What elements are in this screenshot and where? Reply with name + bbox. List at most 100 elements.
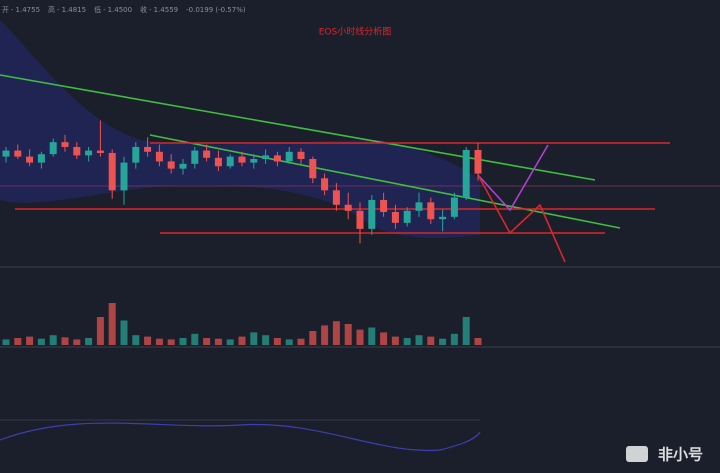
candle-body [344, 204, 352, 211]
volume-bar [368, 327, 376, 345]
header-change: -0.0199 (-0.57%) [186, 6, 246, 14]
candle-body [191, 150, 199, 164]
watermark: 非小号 [658, 446, 703, 464]
candle-body [73, 146, 81, 156]
volume-bar [403, 338, 411, 345]
candle-body [26, 156, 34, 163]
candle-body [250, 159, 258, 163]
candle-body [49, 142, 57, 155]
candle-body [427, 202, 435, 220]
plot [2, 120, 482, 345]
volume-bar [356, 329, 364, 345]
volume-bar [427, 336, 435, 345]
header-sep: - [103, 6, 106, 14]
header-value: 1.4815 [62, 6, 87, 14]
volume-bar [262, 335, 270, 345]
volume-bar [132, 335, 140, 345]
candle-body [2, 150, 10, 157]
volume-bar [155, 338, 163, 345]
header-value: 1.4755 [16, 6, 41, 14]
volume-bar [96, 317, 104, 345]
volume-bar [26, 336, 34, 345]
volume-bar [73, 339, 81, 345]
volume-bar [120, 320, 128, 345]
volume-bar [226, 339, 234, 345]
volume-bar [250, 332, 258, 345]
candle-body [273, 155, 281, 162]
candle-body [226, 156, 234, 167]
volume-bar [285, 339, 293, 345]
candle-body [96, 150, 104, 153]
volume-bar [344, 324, 352, 345]
candle-body [391, 212, 399, 223]
candle-body [415, 202, 423, 211]
candle-body [439, 216, 447, 220]
candle-body [179, 163, 187, 169]
header-label: 收 [140, 5, 147, 14]
header-label: 低 [94, 5, 101, 14]
candle-body [61, 142, 69, 147]
header-label: 开 [2, 6, 9, 14]
volume-bar [474, 338, 482, 345]
volume-bar [214, 338, 222, 345]
header-sep: - [149, 6, 152, 14]
candle-body [321, 178, 329, 191]
candle-body [262, 155, 270, 159]
volume-bar [439, 338, 447, 345]
header-sep: - [11, 6, 14, 14]
candle-body [332, 190, 340, 205]
candle-body [462, 149, 470, 198]
volume-bar [238, 336, 246, 345]
candle-body [285, 151, 293, 162]
candle-body [132, 146, 140, 163]
candle-body [474, 149, 482, 174]
volume-bar [273, 338, 281, 345]
chart-title: EOS小时线分析图 [319, 26, 391, 38]
candle-body [356, 210, 364, 229]
header-label: 高 [48, 5, 55, 14]
header-value: 1.4500 [108, 6, 133, 14]
volume-bar [391, 336, 399, 345]
volume-bar [321, 325, 329, 345]
volume-bar [85, 338, 93, 345]
candle-body [203, 150, 211, 158]
candle-body [309, 159, 317, 179]
candle-body [214, 157, 222, 167]
candle-body [368, 199, 376, 229]
candle-body [238, 156, 246, 163]
candle-body [403, 210, 411, 223]
trend-line [0, 74, 596, 181]
candle-body [37, 154, 45, 163]
candle-body [108, 152, 116, 191]
volume-bar [61, 337, 69, 345]
volume-bar [14, 338, 22, 345]
candle-body [167, 161, 175, 169]
candle-body [155, 151, 163, 162]
header-value: 1.4559 [154, 6, 179, 14]
logo [626, 446, 648, 462]
volume-bar [462, 317, 470, 345]
candle-body [380, 199, 388, 212]
candle-body [120, 162, 128, 191]
volume-bar [49, 335, 57, 345]
header: 开 -1.4755 高 -1.4815 低 -1.4500 收 -1.4559 -0.0199 … [2, 5, 246, 14]
volume-bar [203, 338, 211, 345]
trend-line [149, 134, 621, 229]
volume-bar [191, 333, 199, 345]
volume-bar [37, 338, 45, 345]
candle-body [297, 151, 305, 159]
volume-bar [309, 331, 317, 345]
volume-bar [179, 338, 187, 345]
candle-body [450, 197, 458, 217]
candle-body [144, 146, 152, 152]
volume-bar [332, 321, 340, 345]
header-sep: - [57, 6, 60, 14]
projection [477, 144, 549, 212]
volume-bar [450, 333, 458, 345]
volume-bar [108, 303, 116, 345]
candle-body [85, 150, 93, 156]
band [0, 20, 480, 238]
volume-bar [144, 336, 152, 345]
